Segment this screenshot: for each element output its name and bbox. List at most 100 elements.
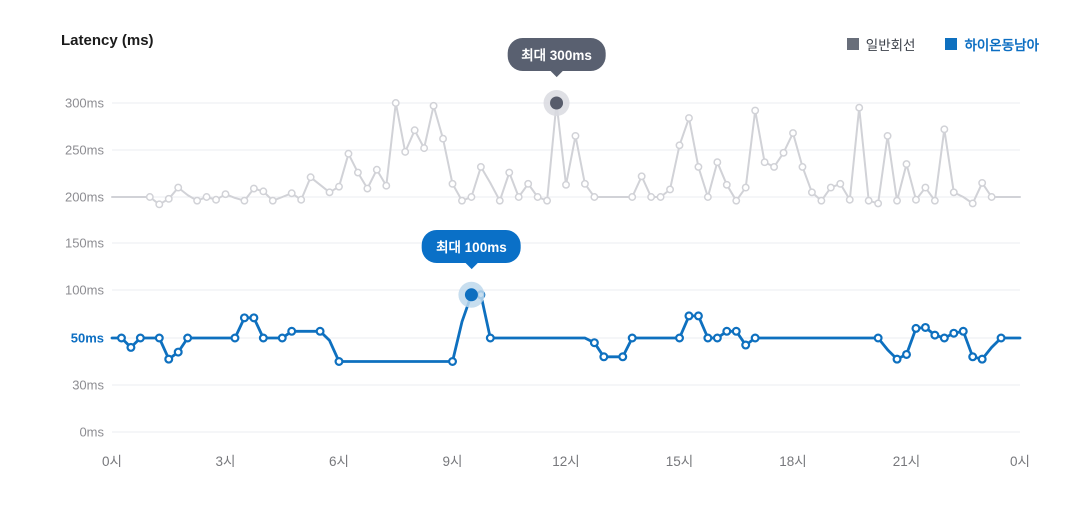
max-point-dot[interactable]: [550, 96, 564, 110]
data-point-marker[interactable]: [485, 333, 495, 343]
data-point-marker[interactable]: [372, 165, 381, 174]
data-point-marker[interactable]: [325, 188, 334, 197]
data-point-marker[interactable]: [978, 178, 987, 187]
data-point-marker[interactable]: [741, 340, 751, 350]
data-point-marker[interactable]: [287, 326, 297, 336]
data-point-marker[interactable]: [363, 184, 372, 193]
data-point-marker[interactable]: [807, 188, 816, 197]
data-point-marker[interactable]: [656, 193, 665, 201]
data-point-marker[interactable]: [202, 193, 211, 201]
data-point-marker[interactable]: [391, 99, 400, 107]
data-point-marker[interactable]: [666, 185, 674, 194]
data-point-marker[interactable]: [382, 181, 391, 190]
data-point-marker[interactable]: [977, 354, 987, 364]
data-point-marker[interactable]: [826, 183, 835, 192]
data-point-marker[interactable]: [335, 182, 343, 191]
data-point-marker[interactable]: [249, 313, 259, 323]
data-point-marker[interactable]: [798, 162, 807, 171]
data-point-marker[interactable]: [674, 333, 684, 343]
data-point-marker[interactable]: [912, 195, 920, 204]
data-point-marker[interactable]: [930, 330, 940, 340]
data-point-marker[interactable]: [712, 333, 722, 343]
data-point-marker[interactable]: [930, 196, 939, 205]
data-point-marker[interactable]: [789, 129, 797, 138]
data-point-marker[interactable]: [627, 333, 637, 343]
data-point-marker[interactable]: [258, 333, 268, 343]
data-point-marker[interactable]: [410, 126, 419, 135]
data-point-marker[interactable]: [751, 106, 760, 115]
data-point-marker[interactable]: [164, 194, 173, 203]
data-point-marker[interactable]: [864, 196, 873, 205]
data-point-marker[interactable]: [693, 311, 703, 321]
data-point-marker[interactable]: [240, 196, 249, 205]
data-point-marker[interactable]: [703, 333, 713, 343]
data-point-marker[interactable]: [476, 162, 485, 171]
data-point-marker[interactable]: [874, 199, 883, 208]
data-point-marker[interactable]: [458, 196, 466, 205]
data-point-marker[interactable]: [855, 103, 864, 112]
data-point-marker[interactable]: [524, 179, 533, 188]
data-point-marker[interactable]: [174, 183, 183, 192]
data-point-marker[interactable]: [647, 193, 656, 201]
data-point-marker[interactable]: [571, 131, 580, 140]
data-point-marker[interactable]: [259, 187, 268, 196]
data-point-marker[interactable]: [902, 160, 911, 169]
data-point-marker[interactable]: [722, 326, 732, 336]
data-point-marker[interactable]: [429, 101, 438, 110]
data-point-marker[interactable]: [703, 193, 712, 201]
data-point-marker[interactable]: [495, 196, 504, 205]
data-point-marker[interactable]: [145, 193, 154, 201]
data-point-marker[interactable]: [883, 131, 892, 140]
data-point-marker[interactable]: [334, 357, 344, 367]
data-point-marker[interactable]: [212, 195, 220, 204]
data-point-marker[interactable]: [968, 199, 977, 208]
data-point-marker[interactable]: [845, 195, 854, 204]
data-point-marker[interactable]: [297, 195, 306, 204]
data-point-marker[interactable]: [155, 200, 164, 209]
data-point-marker[interactable]: [239, 313, 249, 323]
data-point-marker[interactable]: [779, 148, 788, 157]
data-point-marker[interactable]: [183, 333, 193, 343]
data-point-marker[interactable]: [344, 149, 353, 158]
data-point-marker[interactable]: [750, 333, 760, 343]
data-point-marker[interactable]: [448, 179, 457, 188]
data-point-marker[interactable]: [514, 193, 523, 201]
data-point-marker[interactable]: [353, 168, 362, 177]
data-point-marker[interactable]: [713, 158, 722, 167]
data-point-marker[interactable]: [154, 333, 164, 343]
data-point-marker[interactable]: [958, 326, 968, 336]
data-point-marker[interactable]: [448, 357, 458, 367]
data-point-marker[interactable]: [940, 125, 949, 134]
data-point-marker[interactable]: [949, 328, 959, 338]
data-point-marker[interactable]: [173, 347, 183, 357]
max-point-dot[interactable]: [464, 288, 478, 302]
data-point-marker[interactable]: [599, 352, 609, 362]
data-point-marker[interactable]: [741, 183, 750, 192]
data-point-marker[interactable]: [939, 333, 949, 343]
data-point-marker[interactable]: [949, 188, 958, 197]
data-point-marker[interactable]: [996, 333, 1006, 343]
data-point-marker[interactable]: [901, 349, 911, 359]
data-point-marker[interactable]: [684, 311, 694, 321]
data-point-marker[interactable]: [760, 158, 769, 167]
data-point-marker[interactable]: [420, 144, 429, 153]
data-point-marker[interactable]: [968, 352, 978, 362]
data-point-marker[interactable]: [722, 180, 731, 189]
data-point-marker[interactable]: [193, 196, 202, 205]
data-point-marker[interactable]: [315, 326, 325, 336]
data-point-marker[interactable]: [685, 114, 693, 122]
data-point-marker[interactable]: [873, 333, 883, 343]
data-point-marker[interactable]: [230, 333, 240, 343]
data-point-marker[interactable]: [277, 333, 287, 343]
data-point-marker[interactable]: [505, 168, 514, 177]
data-point-marker[interactable]: [249, 184, 258, 193]
data-point-marker[interactable]: [675, 141, 684, 150]
data-point-marker[interactable]: [401, 147, 410, 156]
data-point-marker[interactable]: [135, 333, 145, 343]
data-point-marker[interactable]: [562, 180, 570, 189]
data-point-marker[interactable]: [126, 342, 136, 352]
data-point-marker[interactable]: [920, 322, 930, 332]
data-point-marker[interactable]: [268, 196, 277, 205]
data-point-marker[interactable]: [732, 196, 741, 205]
legend-item-regular-line[interactable]: 일반회선: [846, 34, 915, 54]
